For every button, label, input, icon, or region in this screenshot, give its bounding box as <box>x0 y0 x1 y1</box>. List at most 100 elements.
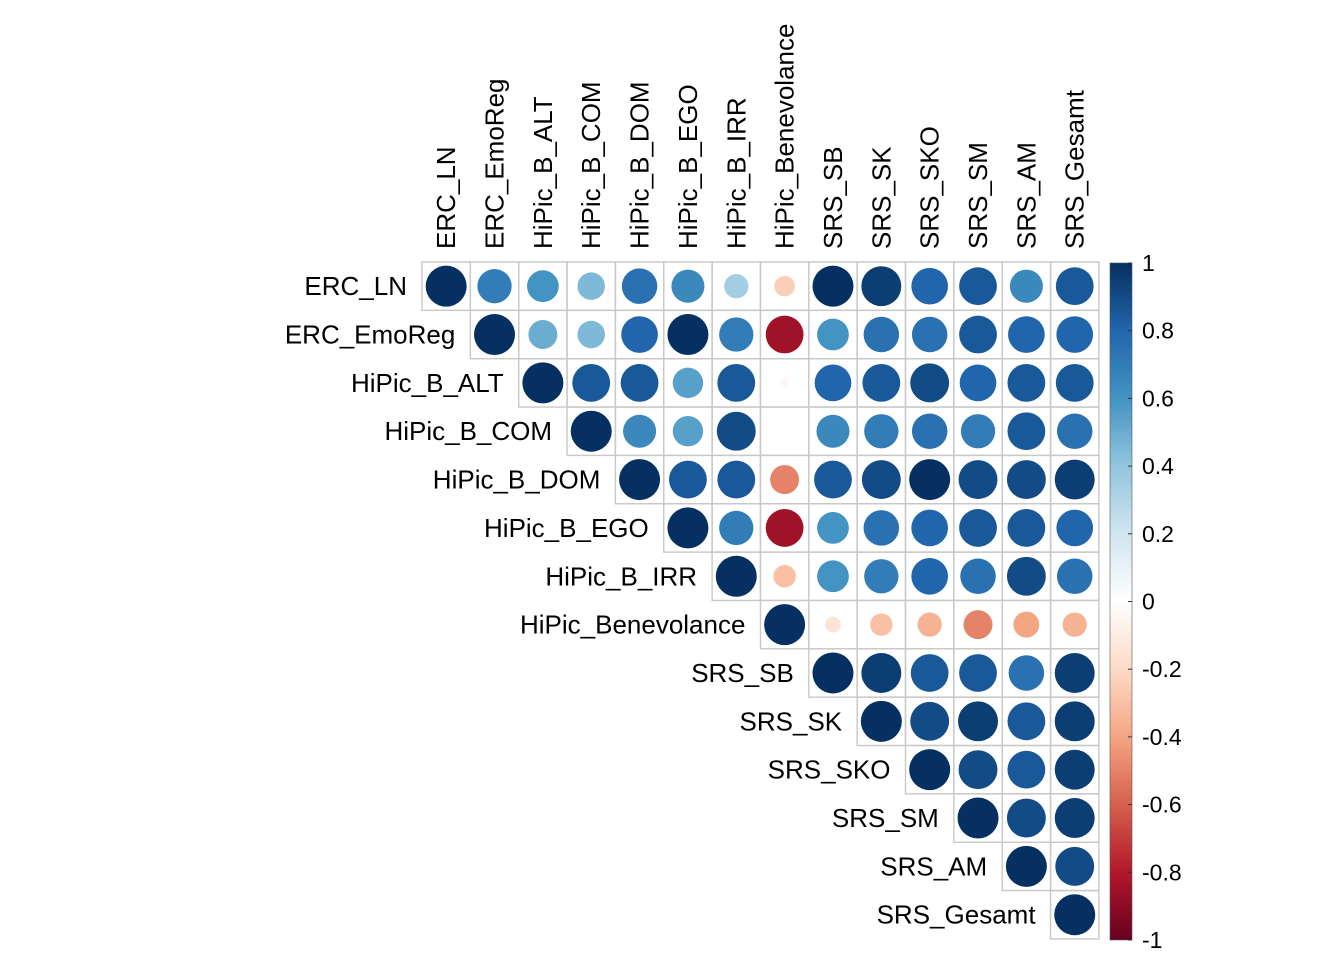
correlation-circle <box>765 509 804 547</box>
correlation-circle <box>958 701 999 742</box>
correlation-circle <box>774 275 795 297</box>
row-label: HiPic_Benevolance <box>520 610 745 640</box>
correlation-circle <box>825 616 841 633</box>
correlation-circle <box>957 797 999 839</box>
row-label: ERC_EmoReg <box>285 320 456 350</box>
correlation-circle <box>863 510 900 546</box>
column-label: ERC_LN <box>431 146 461 249</box>
correlation-circle <box>862 363 901 402</box>
column-labels: ERC_LN ERC_EmoReg HiPic_B_ALT HiPic_B_COM Hi… <box>431 24 1090 249</box>
correlation-circle <box>623 414 657 448</box>
correlation-circle <box>909 459 951 501</box>
row-label: HiPic_B_EGO <box>484 513 649 543</box>
correlation-circle <box>719 510 754 546</box>
correlation-circle <box>1007 750 1046 789</box>
correlation-circle <box>1055 267 1094 306</box>
correlation-circle <box>1006 460 1046 500</box>
row-label: HiPic_B_ALT <box>351 368 504 398</box>
correlation-circle <box>959 509 997 547</box>
correlation-circle <box>715 555 757 597</box>
row-label: HiPic_B_IRR <box>545 561 697 591</box>
correlation-circle <box>817 512 849 544</box>
colorbar: 1 0.8 0.6 0.4 0.2 0 -0.2 -0.4 -0.6 -0.8 -1 <box>1109 250 1182 953</box>
column-label: SRS_SM <box>963 142 993 249</box>
correlation-circle <box>717 363 756 402</box>
correlation-circle <box>1055 846 1095 886</box>
correlation-circle <box>1006 798 1046 838</box>
row-label: SRS_Gesamt <box>877 900 1037 930</box>
correlation-circle <box>522 362 564 404</box>
correlation-circle <box>812 652 854 694</box>
correlation-circle <box>814 460 852 499</box>
correlation-circle <box>619 459 661 501</box>
row-labels: ERC_LN ERC_EmoReg HiPic_B_ALT HiPic_B_COM Hi… <box>285 271 1036 930</box>
column-label: SRS_SKO <box>915 126 945 249</box>
correlation-circle <box>1007 412 1046 451</box>
correlation-circle <box>1013 611 1040 638</box>
correlation-circle <box>1005 845 1047 887</box>
correlation-circle <box>1054 701 1095 742</box>
correlation-circle <box>672 416 704 447</box>
correlation-circle <box>570 410 612 452</box>
column-label: SRS_SB <box>818 146 848 249</box>
correlation-circle <box>719 317 754 352</box>
correlation-circle <box>1008 316 1045 353</box>
correlation-circle <box>958 750 998 790</box>
correlation-circle <box>814 364 852 402</box>
column-label: ERC_EmoReg <box>480 78 510 249</box>
correlation-circle <box>959 364 997 402</box>
correlation-circle <box>671 269 705 303</box>
correlation-circle <box>870 613 893 636</box>
correlation-circle <box>1056 558 1093 595</box>
colorbar-tick-label: -0.8 <box>1142 859 1182 885</box>
correlation-circle <box>910 363 950 403</box>
correlation-circle <box>911 509 949 547</box>
correlation-circle <box>911 557 949 595</box>
correlation-circle <box>1008 655 1045 691</box>
colorbar-tick-label: 0.8 <box>1142 318 1174 344</box>
correlation-circle <box>864 559 899 594</box>
row-label: SRS_SB <box>691 658 794 688</box>
correlation-circle <box>959 267 997 306</box>
correlation-circle <box>910 701 950 741</box>
colorbar-tick-label: 0 <box>1142 589 1155 615</box>
row-label: SRS_SM <box>832 803 939 833</box>
colorbar-tick-label: -0.6 <box>1142 792 1182 818</box>
correlation-circle <box>1055 363 1094 402</box>
correlation-circle <box>572 363 611 402</box>
correlation-circle <box>770 465 800 495</box>
correlation-circle <box>910 654 949 692</box>
correlation-circle <box>669 460 707 499</box>
correlation-circle <box>1054 894 1096 936</box>
column-label: HiPic_B_COM <box>576 81 606 249</box>
correlation-circle <box>765 315 804 354</box>
correlation-circle <box>1007 509 1046 547</box>
grid-cell <box>759 406 810 457</box>
correlation-circle <box>861 652 902 693</box>
column-label: HiPic_B_IRR <box>721 97 751 249</box>
correlation-circle <box>717 460 756 499</box>
correlation-circle <box>477 269 512 304</box>
cell-grid <box>421 261 1100 940</box>
correlation-circle <box>959 654 997 692</box>
correlation-circle <box>1062 612 1087 637</box>
correlation-circle <box>1007 363 1046 402</box>
column-label: SRS_SK <box>866 146 896 249</box>
column-label: HiPic_B_EGO <box>673 84 703 249</box>
colorbar-tick-label: -0.2 <box>1142 656 1182 682</box>
correlation-circle <box>1056 509 1094 547</box>
correlation-circle <box>959 315 997 354</box>
correlation-circle <box>764 604 806 646</box>
colorbar-tick-label: -0.4 <box>1142 724 1182 750</box>
correlation-circle <box>816 414 850 448</box>
column-label: SRS_AM <box>1011 142 1041 249</box>
correlation-circle <box>528 320 558 350</box>
colorbar-tick-label: 0.4 <box>1142 453 1174 479</box>
correlation-circle <box>911 267 949 305</box>
correlation-circle <box>780 378 790 388</box>
row-label: ERC_LN <box>304 271 407 301</box>
correlation-circle <box>667 314 709 356</box>
column-label: HiPic_Benevolance <box>770 24 800 249</box>
correlation-circle <box>863 316 900 353</box>
